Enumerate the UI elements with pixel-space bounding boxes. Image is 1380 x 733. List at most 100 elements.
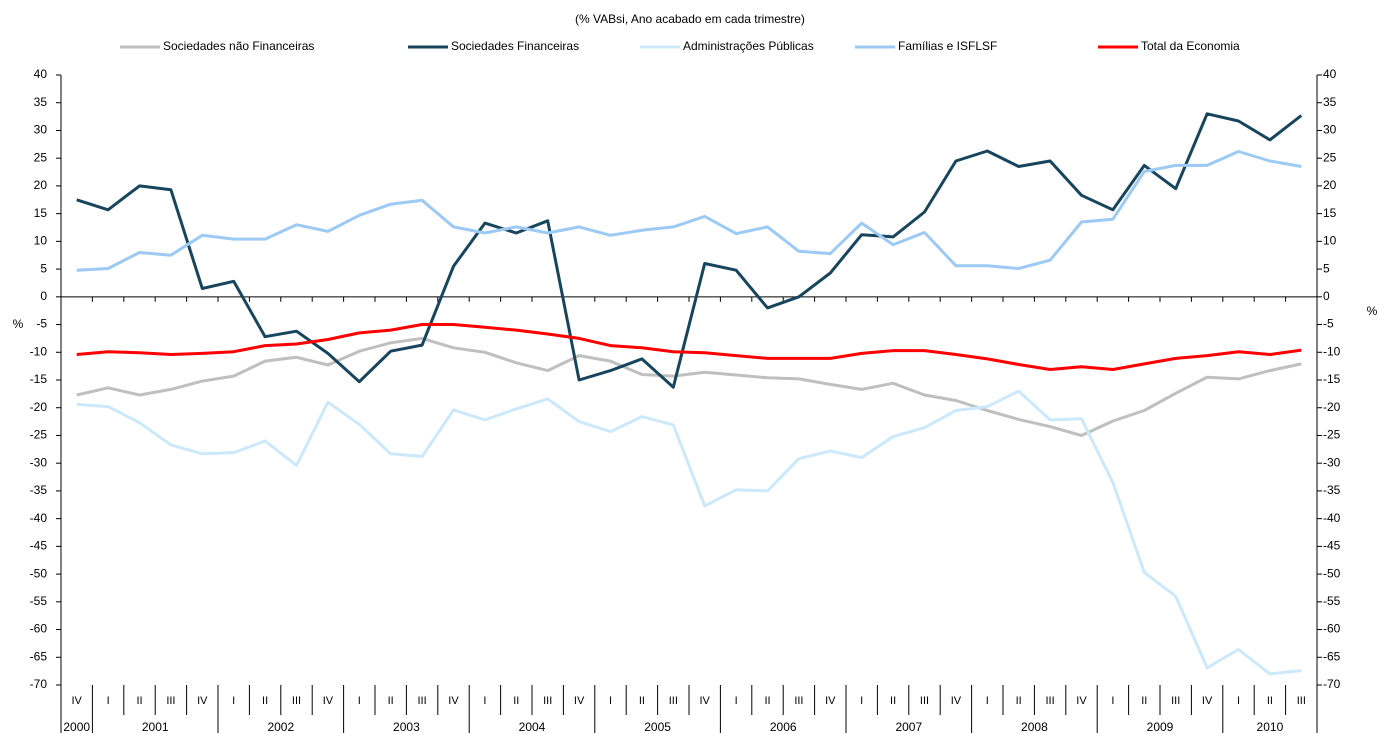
y2-tick-label: 10 (1323, 234, 1337, 248)
y-tick-label: -40 (30, 511, 48, 525)
x-tick-label: II (639, 695, 645, 707)
y2-tick-label: -40 (1323, 511, 1341, 525)
y2-tick-label: 20 (1323, 178, 1337, 192)
y2-tick-label: -20 (1323, 400, 1341, 414)
x-tick-label: III (669, 695, 678, 707)
year-label: 2008 (1021, 720, 1048, 733)
x-tick-label: IV (1202, 695, 1213, 707)
y2-tick-label: -25 (1323, 428, 1341, 442)
x-tick-label: I (609, 695, 612, 707)
year-label: 2003 (393, 720, 420, 733)
x-tick-label: III (1046, 695, 1055, 707)
y-tick-label: -30 (30, 455, 48, 469)
year-label: 2005 (644, 720, 671, 733)
x-tick-label: II (764, 695, 770, 707)
y-tick-label: 30 (34, 123, 48, 137)
y-tick-label: 25 (34, 150, 48, 164)
legend-label: Famílias e ISFLSF (898, 39, 997, 53)
x-tick-label: IV (71, 695, 82, 707)
y-tick-label: -5 (36, 317, 47, 331)
series-line (76, 389, 1302, 676)
y2-tick-label: 40 (1323, 67, 1337, 81)
x-tick-label: III (166, 695, 175, 707)
y-tick-label: -60 (30, 622, 48, 636)
x-tick-label: I (735, 695, 738, 707)
y2-tick-label: -30 (1323, 455, 1341, 469)
y-tick-label: 40 (34, 67, 48, 81)
series-line (76, 336, 1302, 437)
y-tick-label: -50 (30, 566, 48, 580)
y2-tick-label: -10 (1323, 344, 1341, 358)
x-tick-label: IV (197, 695, 208, 707)
y2-tick-label: 15 (1323, 206, 1337, 220)
year-label: 2004 (519, 720, 546, 733)
x-tick-label: III (1297, 695, 1306, 707)
x-tick-label: II (136, 695, 142, 707)
x-tick-label: I (860, 695, 863, 707)
x-tick-label: I (483, 695, 486, 707)
y2-tick-label: 0 (1323, 289, 1330, 303)
year-label: 2000 (63, 720, 90, 733)
x-tick-label: II (890, 695, 896, 707)
legend-label: Sociedades Financeiras (451, 39, 579, 53)
year-label: 2009 (1147, 720, 1174, 733)
x-tick-label: I (986, 695, 989, 707)
x-tick-label: IV (323, 695, 334, 707)
y2-tick-label: 25 (1323, 150, 1337, 164)
x-tick-label: II (1141, 695, 1147, 707)
year-label: 2002 (267, 720, 294, 733)
x-tick-label: IV (574, 695, 585, 707)
x-tick-label: IV (448, 695, 459, 707)
y-tick-label: -15 (30, 372, 48, 386)
x-tick-label: IV (951, 695, 962, 707)
chart-subtitle: (% VABsi, Ano acabado em cada trimestre) (575, 12, 805, 26)
y2-tick-label: 35 (1323, 95, 1337, 109)
y-tick-label: 35 (34, 95, 48, 109)
y-axis-label: % (13, 317, 24, 331)
legend-label: Sociedades não Financeiras (163, 39, 314, 53)
y2-tick-label: -60 (1323, 622, 1341, 636)
year-label: 2001 (142, 720, 169, 733)
x-tick-label: II (388, 695, 394, 707)
x-tick-label: III (920, 695, 929, 707)
x-tick-label: IV (1076, 695, 1087, 707)
y2-tick-label: -35 (1323, 483, 1341, 497)
year-label: 2006 (770, 720, 797, 733)
x-tick-label: III (1171, 695, 1180, 707)
x-tick-label: I (358, 695, 361, 707)
x-tick-label: III (543, 695, 552, 707)
year-label: 2010 (1257, 720, 1284, 733)
y-tick-label: -10 (30, 344, 48, 358)
y2-tick-label: 30 (1323, 123, 1337, 137)
y2-tick-label: -65 (1323, 649, 1341, 663)
y-tick-label: 15 (34, 206, 48, 220)
x-tick-label: III (292, 695, 301, 707)
series-line (76, 150, 1302, 272)
y-tick-label: -20 (30, 400, 48, 414)
y-tick-label: -35 (30, 483, 48, 497)
y-tick-label: 5 (40, 261, 47, 275)
legend-label: Total da Economia (1141, 39, 1240, 53)
y-tick-label: -70 (30, 677, 48, 691)
y2-tick-label: 5 (1323, 261, 1330, 275)
series-line (76, 323, 1302, 371)
y2-tick-label: -15 (1323, 372, 1341, 386)
y-tick-label: -45 (30, 539, 48, 553)
x-tick-label: I (1237, 695, 1240, 707)
x-tick-label: I (107, 695, 110, 707)
x-tick-label: I (1111, 695, 1114, 707)
x-tick-label: IV (825, 695, 836, 707)
y-tick-label: 20 (34, 178, 48, 192)
year-label: 2007 (895, 720, 922, 733)
x-tick-label: IV (699, 695, 710, 707)
legend-label: Administrações Públicas (683, 39, 814, 53)
y2-tick-label: -45 (1323, 539, 1341, 553)
y2-tick-label: -50 (1323, 566, 1341, 580)
y-tick-label: 10 (34, 234, 48, 248)
y2-tick-label: -5 (1323, 317, 1334, 331)
series-line (76, 112, 1303, 389)
y2-axis-label: % (1367, 304, 1378, 318)
y-tick-label: -25 (30, 428, 48, 442)
x-tick-label: III (418, 695, 427, 707)
